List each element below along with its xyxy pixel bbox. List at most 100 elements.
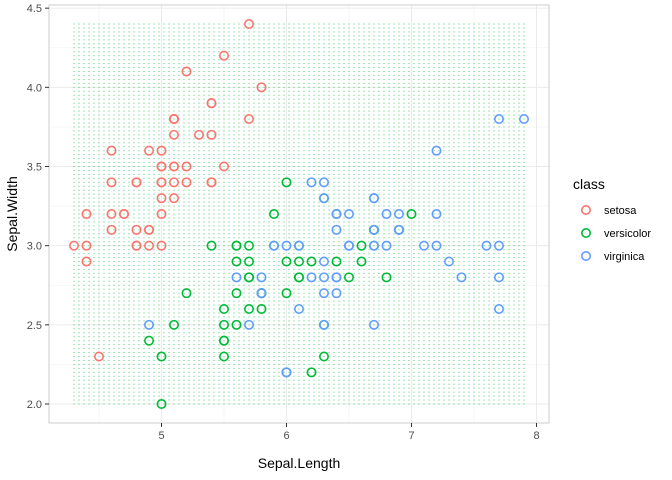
background-dot [243, 328, 245, 330]
background-dot [183, 78, 185, 80]
background-dot [98, 27, 100, 29]
background-dot [298, 98, 300, 100]
background-dot [283, 280, 285, 282]
background-dot [323, 225, 325, 227]
background-dot [168, 138, 170, 140]
background-dot [293, 126, 295, 128]
background-dot [83, 90, 85, 92]
background-dot [298, 268, 300, 270]
background-dot [268, 110, 270, 112]
background-dot [88, 102, 90, 104]
background-dot [218, 63, 220, 65]
background-dot [303, 261, 305, 262]
background-dot [253, 114, 255, 116]
background-dot [228, 249, 230, 251]
background-dot [243, 189, 245, 191]
background-dot [303, 166, 305, 167]
background-dot [273, 387, 275, 389]
background-dot [98, 74, 100, 76]
background-dot [193, 134, 195, 136]
background-dot [308, 162, 310, 164]
background-dot [158, 134, 160, 136]
background-dot [303, 169, 305, 171]
background-dot [123, 43, 125, 45]
background-dot [98, 399, 100, 401]
background-dot [243, 94, 245, 96]
background-dot [78, 312, 80, 314]
background-dot [128, 39, 130, 41]
background-dot [323, 284, 325, 286]
background-dot [128, 356, 130, 357]
background-dot [198, 90, 200, 92]
background-dot [253, 63, 255, 65]
background-dot [78, 173, 80, 175]
background-dot [133, 82, 135, 84]
background-dot [108, 158, 110, 160]
background-dot [313, 67, 315, 69]
background-dot [323, 348, 325, 350]
background-dot [193, 55, 195, 57]
background-dot [158, 245, 160, 247]
background-dot [88, 352, 90, 354]
background-dot [83, 332, 85, 334]
background-dot [148, 379, 150, 381]
background-dot [298, 134, 300, 136]
background-dot [138, 158, 140, 160]
background-dot [213, 142, 215, 144]
background-dot [153, 268, 155, 270]
background-dot [308, 39, 310, 41]
background-dot [143, 71, 145, 72]
background-dot [313, 348, 315, 350]
background-dot [78, 288, 80, 290]
background-dot [163, 348, 165, 350]
background-dot [308, 78, 310, 80]
background-dot [113, 403, 115, 405]
background-dot [278, 130, 280, 132]
background-dot [88, 320, 90, 322]
background-dot [133, 209, 135, 211]
background-dot [173, 209, 175, 211]
background-dot [303, 367, 305, 369]
background-dot [223, 82, 225, 84]
background-dot [98, 78, 100, 80]
background-dot [188, 356, 190, 357]
background-dot [273, 126, 275, 128]
background-dot [203, 205, 205, 207]
background-dot [178, 169, 180, 171]
background-dot [223, 209, 225, 211]
background-dot [168, 288, 170, 290]
background-dot [178, 292, 180, 294]
background-dot [303, 229, 305, 231]
background-dot [278, 300, 280, 302]
background-dot [313, 383, 315, 385]
background-dot [123, 181, 125, 183]
background-dot [318, 118, 320, 120]
background-dot [213, 51, 215, 53]
background-dot [238, 284, 240, 286]
background-dot [208, 356, 210, 357]
background-dot [183, 82, 185, 84]
background-dot [168, 268, 170, 270]
background-dot [273, 98, 275, 100]
background-dot [133, 280, 135, 282]
background-dot [108, 379, 110, 381]
background-dot [313, 189, 315, 191]
background-dot [188, 233, 190, 235]
background-dot [138, 110, 140, 112]
background-dot [133, 332, 135, 334]
background-dot [308, 359, 310, 361]
background-dot [193, 158, 195, 160]
background-dot [123, 320, 125, 322]
background-dot [203, 221, 205, 223]
background-dot [73, 51, 75, 53]
background-dot [218, 272, 220, 274]
background-dot [293, 23, 295, 25]
background-dot [313, 221, 315, 223]
background-dot [233, 86, 235, 88]
background-dot [303, 221, 305, 223]
background-dot [138, 383, 140, 385]
background-dot [103, 284, 105, 286]
background-dot [133, 276, 135, 278]
background-dot [173, 90, 175, 92]
background-dot [168, 320, 170, 322]
